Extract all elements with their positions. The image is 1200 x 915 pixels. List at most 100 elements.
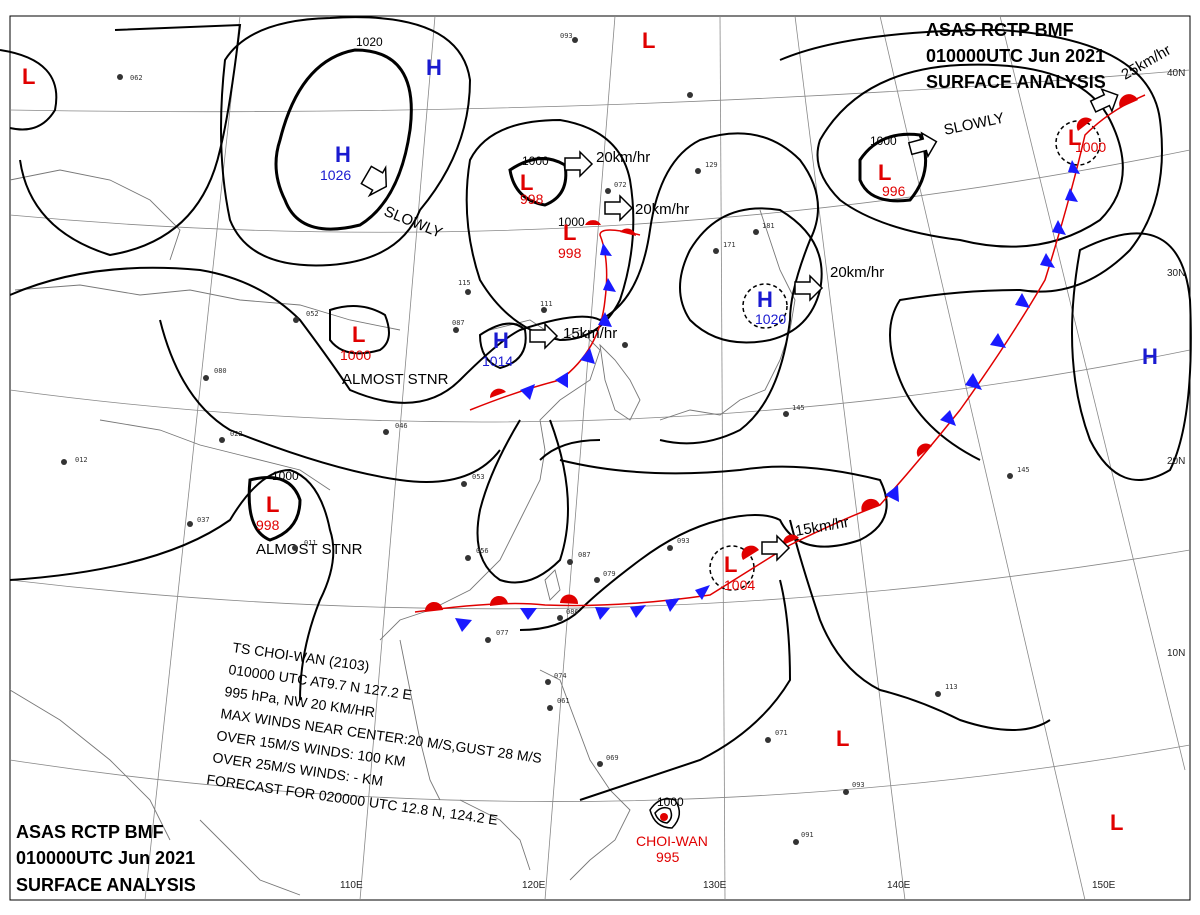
station-obs: 022: [230, 430, 243, 438]
motion-label: 20km/hr: [596, 149, 650, 166]
station-obs: 111: [540, 300, 553, 308]
high-value: 1020: [755, 311, 786, 327]
header-line: SURFACE ANALYSIS: [16, 875, 196, 895]
station-obs: 052: [306, 310, 319, 318]
station-obs: 087: [452, 319, 465, 327]
low-symbol: L: [724, 552, 737, 577]
station-obs: 087: [578, 551, 591, 559]
station-obs: 129: [705, 161, 718, 169]
low-value: 1000: [340, 347, 371, 363]
high-symbol: H: [757, 287, 773, 312]
isobar-label: 1020: [356, 35, 383, 49]
isobar-labels: 1020 1000 1000 1000 1000 1000: [272, 35, 897, 809]
low-symbol: L: [352, 322, 365, 347]
station-obs: 071: [775, 729, 788, 737]
isobar-label: 1000: [272, 469, 299, 483]
station-obs: 171: [723, 241, 736, 249]
typhoon-pressure: 995: [656, 849, 680, 865]
low-value: 996: [882, 183, 906, 199]
low-symbol: L: [520, 170, 533, 195]
typhoon-name: CHOI-WAN: [636, 833, 708, 849]
motion-label: SLOWLY: [942, 110, 1006, 139]
motion-arrows: [360, 87, 1119, 562]
low-symbol: L: [642, 28, 655, 53]
station-obs: 072: [614, 181, 627, 189]
low-value: 998: [558, 245, 582, 261]
low-value: 998: [520, 191, 544, 207]
station-obs: 053: [472, 473, 485, 481]
cold-front-symbols: [455, 160, 1080, 632]
high-symbol: H: [335, 142, 351, 167]
motion-label: ALMOST STNR: [256, 541, 363, 558]
low-symbol: L: [22, 64, 35, 89]
header-line: SURFACE ANALYSIS: [926, 72, 1106, 92]
station-obs: 145: [1017, 466, 1030, 474]
fronts: [414, 94, 1146, 632]
motion-label: 20km/hr: [635, 201, 689, 218]
motion-label: ALMOST STNR: [342, 371, 449, 388]
station-obs: 115: [458, 279, 471, 287]
header-line: ASAS RCTP BMF: [16, 822, 164, 842]
isobar-label: 1000: [657, 795, 684, 809]
motion-label: 15km/hr: [563, 325, 617, 342]
lat-label: 10N: [1167, 648, 1185, 659]
station-obs: 145: [792, 404, 805, 412]
isobar-label: 1000: [522, 154, 549, 168]
lon-label: 120E: [522, 880, 546, 891]
station-obs: 061: [557, 697, 570, 705]
station-markers: [61, 37, 1013, 845]
pressure-systems: H 1026 H L 998 L 998 H 1014 L 1000 L 996…: [22, 28, 1158, 835]
low-symbol: L: [1068, 125, 1081, 150]
low-symbol: L: [266, 492, 279, 517]
typhoon-icon: [660, 813, 668, 821]
station-obs: 093: [560, 32, 573, 40]
header-line: 010000UTC Jun 2021: [16, 848, 195, 868]
station-obs: 012: [75, 456, 88, 464]
station-plots: 062 093 115 087 111 052 080 022 012 037 …: [75, 32, 1030, 839]
lat-label: 20N: [1167, 456, 1185, 467]
lon-label: 140E: [887, 880, 911, 891]
typhoon: CHOI-WAN 995: [636, 813, 708, 865]
station-obs: 046: [395, 422, 408, 430]
motion-label: 15km/hr: [794, 514, 850, 540]
lat-label: 30N: [1167, 268, 1185, 279]
low-symbol: L: [836, 726, 849, 751]
header-line: ASAS RCTP BMF: [926, 20, 1074, 40]
station-obs: 181: [762, 222, 775, 230]
high-symbol: H: [426, 55, 442, 80]
station-obs: 069: [606, 754, 619, 762]
motion-label: SLOWLY: [382, 203, 445, 242]
station-obs: 080: [214, 367, 227, 375]
high-symbol: H: [493, 328, 509, 353]
header-line: 010000UTC Jun 2021: [926, 46, 1105, 66]
station-obs: 074: [554, 672, 567, 680]
header-bottom: ASAS RCTP BMF 010000UTC Jun 2021 SURFACE…: [16, 822, 196, 895]
low-symbol: L: [1110, 810, 1123, 835]
high-symbol: H: [1142, 344, 1158, 369]
station-obs: 093: [677, 537, 690, 545]
lon-label: 110E: [340, 880, 363, 891]
station-obs: 079: [603, 570, 616, 578]
lon-label: 150E: [1092, 880, 1116, 891]
low-value: 1000: [1075, 139, 1106, 155]
low-symbol: L: [563, 220, 576, 245]
high-value: 1026: [320, 167, 351, 183]
isobar-label: 1000: [558, 215, 585, 229]
station-obs: 037: [197, 516, 210, 524]
isobar-label: 1000: [870, 134, 897, 148]
station-obs: 056: [476, 547, 489, 555]
low-symbol: L: [878, 160, 891, 185]
motion-label: 25km/hr: [1119, 42, 1174, 84]
coastlines: [9, 169, 796, 896]
station-obs: 091: [801, 831, 814, 839]
graticule: [9, 15, 1191, 901]
warm-front-symbols: [424, 94, 1138, 612]
station-obs: 062: [130, 74, 143, 82]
station-obs: 093: [852, 781, 865, 789]
grid-labels: 110E 120E 130E 140E 150E 40N 30N 20N 10N: [340, 68, 1185, 891]
station-obs: 086: [566, 608, 579, 616]
ts-info-block: TS CHOI-WAN (2103) 010000 UTC AT9.7 N 12…: [206, 639, 543, 828]
motion-labels: SLOWLY 20km/hr 20km/hr 15km/hr SLOWLY 20…: [256, 42, 1174, 558]
station-obs: 077: [496, 629, 509, 637]
